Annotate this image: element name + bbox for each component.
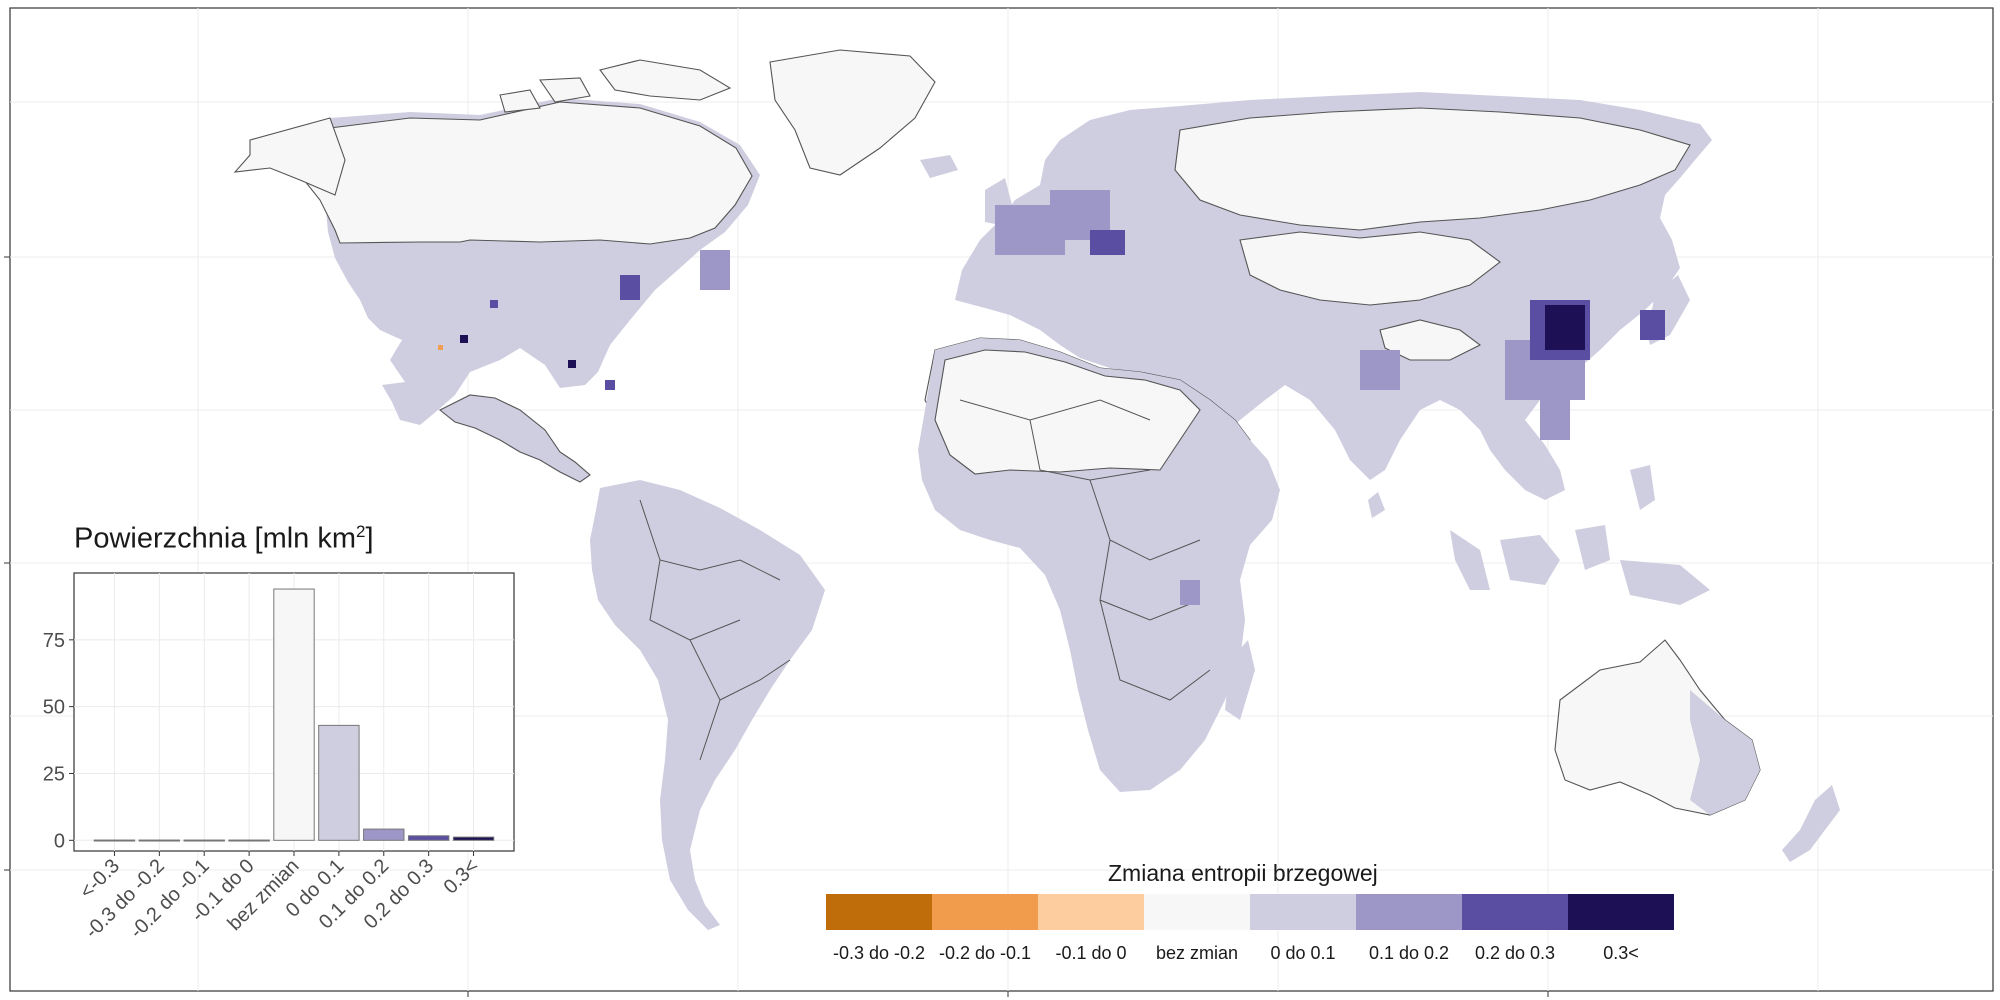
inset-bars [93,588,495,842]
inset-bar-5 [318,724,360,841]
legend-label-3: bez zmian [1155,943,1239,963]
legend-label-0: -0.3 do -0.2 [832,943,926,963]
central-america [438,394,591,483]
legend-swatch-2 [1038,894,1144,930]
greenland [769,49,936,176]
inset-bar-6 [363,828,405,841]
legend-swatch-6 [1462,894,1568,930]
south-america-borders [639,499,791,761]
inset-bar-3 [228,839,270,842]
legend-swatch-3 [1144,894,1250,930]
south-america-landmass [590,480,825,930]
legend-swatch-0 [826,894,932,930]
inset-title: Powierzchnia [mln km2] [74,522,374,556]
inset-bar-0 [93,839,136,842]
central-asia [1239,231,1501,306]
inset-title-end: ] [365,522,374,555]
inset-ytick-label-2: 50 [43,697,65,719]
inset-ytick-label-1: 25 [43,763,65,785]
arctic-islands [499,59,732,113]
canada-north [299,101,753,245]
legend-swatch-7 [1568,894,1674,930]
inset-bar-8 [452,836,495,841]
siberia [1174,107,1691,231]
southeast-asia-islands [1368,275,1710,605]
legend-label-2: -0.1 do 0 [1055,943,1127,963]
legend-label-7: 0.3< [1603,943,1639,963]
iceland [920,155,958,178]
new-zealand [1782,785,1840,862]
legend-swatches [826,894,1674,930]
inset-ytick-label-0: 0 [54,830,65,852]
australia-east-tint [1690,690,1760,815]
change-hotspots [438,190,1665,605]
legend-swatch-4 [1250,894,1356,930]
madagascar [1225,640,1255,720]
legend-label-6: 0.2 do 0.3 [1474,943,1556,963]
legend-label-5: 0.1 do 0.2 [1368,943,1450,963]
inset-bar-2 [183,839,225,842]
inset-title-text: Powierzchnia [mln km [74,522,357,555]
africa-borders [959,399,1211,701]
sahara-region [934,349,1201,475]
legend-label-1: -0.2 do -0.1 [938,943,1032,963]
inset-bar-4 [273,588,315,841]
inset-bar-1 [138,839,181,842]
legend-swatch-1 [932,894,1038,930]
legend-title: Zmiana entropii brzegowej [1108,860,1378,886]
inset-y-axis: 0 25 50 75 [43,630,74,852]
legend-label-4: 0 do 0.1 [1270,943,1336,963]
inset-bar-7 [407,835,450,841]
map-axis-ticks [4,256,1549,997]
inset-title-superscript: 2 [356,522,366,541]
inset-ytick-label-3: 75 [43,630,65,652]
legend-swatch-5 [1356,894,1462,930]
alaska [233,117,346,196]
